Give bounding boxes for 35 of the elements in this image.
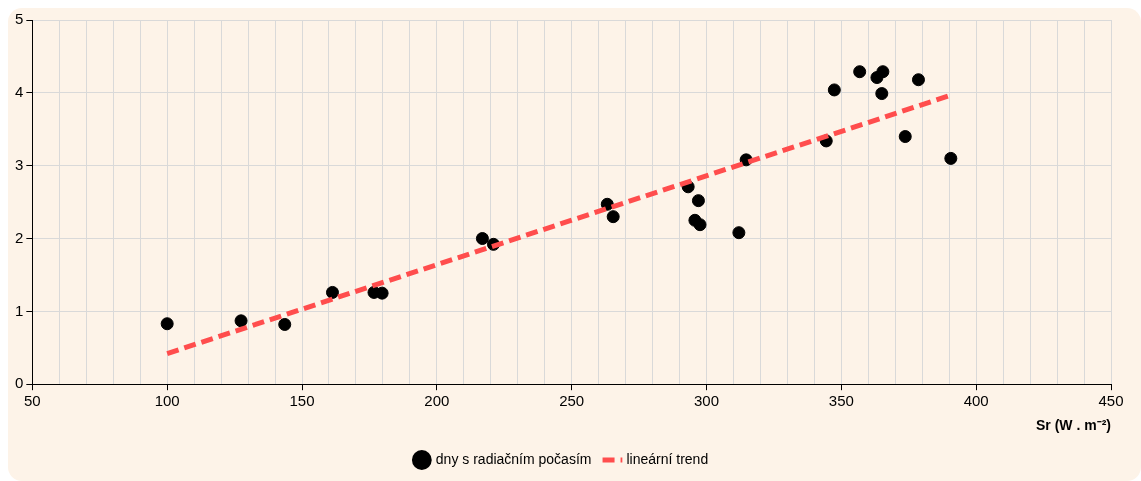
point [278,317,292,331]
x-tick-label: 450 [1098,392,1124,410]
point [375,286,389,300]
x-tick-label: 400 [963,392,989,410]
point [160,317,174,331]
point [875,87,889,101]
legend-label: dny s radiačním počasím [435,450,592,467]
x-axis-title: Sr (W . m⁻²) [1036,417,1111,434]
y-tick-label: 5 [15,10,24,28]
point [606,210,620,224]
point [827,83,841,97]
x-tick-label: 200 [424,392,450,410]
point [898,130,912,144]
x-tick-label: 250 [559,392,585,410]
point [944,151,958,165]
y-tick-label: 0 [15,374,24,392]
x-tick-label: 100 [154,392,180,410]
y-tick-label: 4 [15,82,24,100]
y-tick-label: 2 [15,228,24,246]
x-tick-label: 350 [828,392,854,410]
y-tick-label: 3 [15,155,24,173]
point [325,285,339,299]
point [691,194,705,208]
y-tick-label: 1 [15,301,24,319]
x-tick-label: 50 [24,392,41,410]
x-tick-label: 300 [693,392,720,410]
point [853,65,867,79]
x-tick-label: 150 [289,392,315,410]
legend-label: lineární trend [626,450,709,467]
point [732,226,746,240]
point [475,232,489,246]
point [911,73,925,87]
point [234,314,248,328]
point [876,65,890,79]
point [693,218,707,232]
